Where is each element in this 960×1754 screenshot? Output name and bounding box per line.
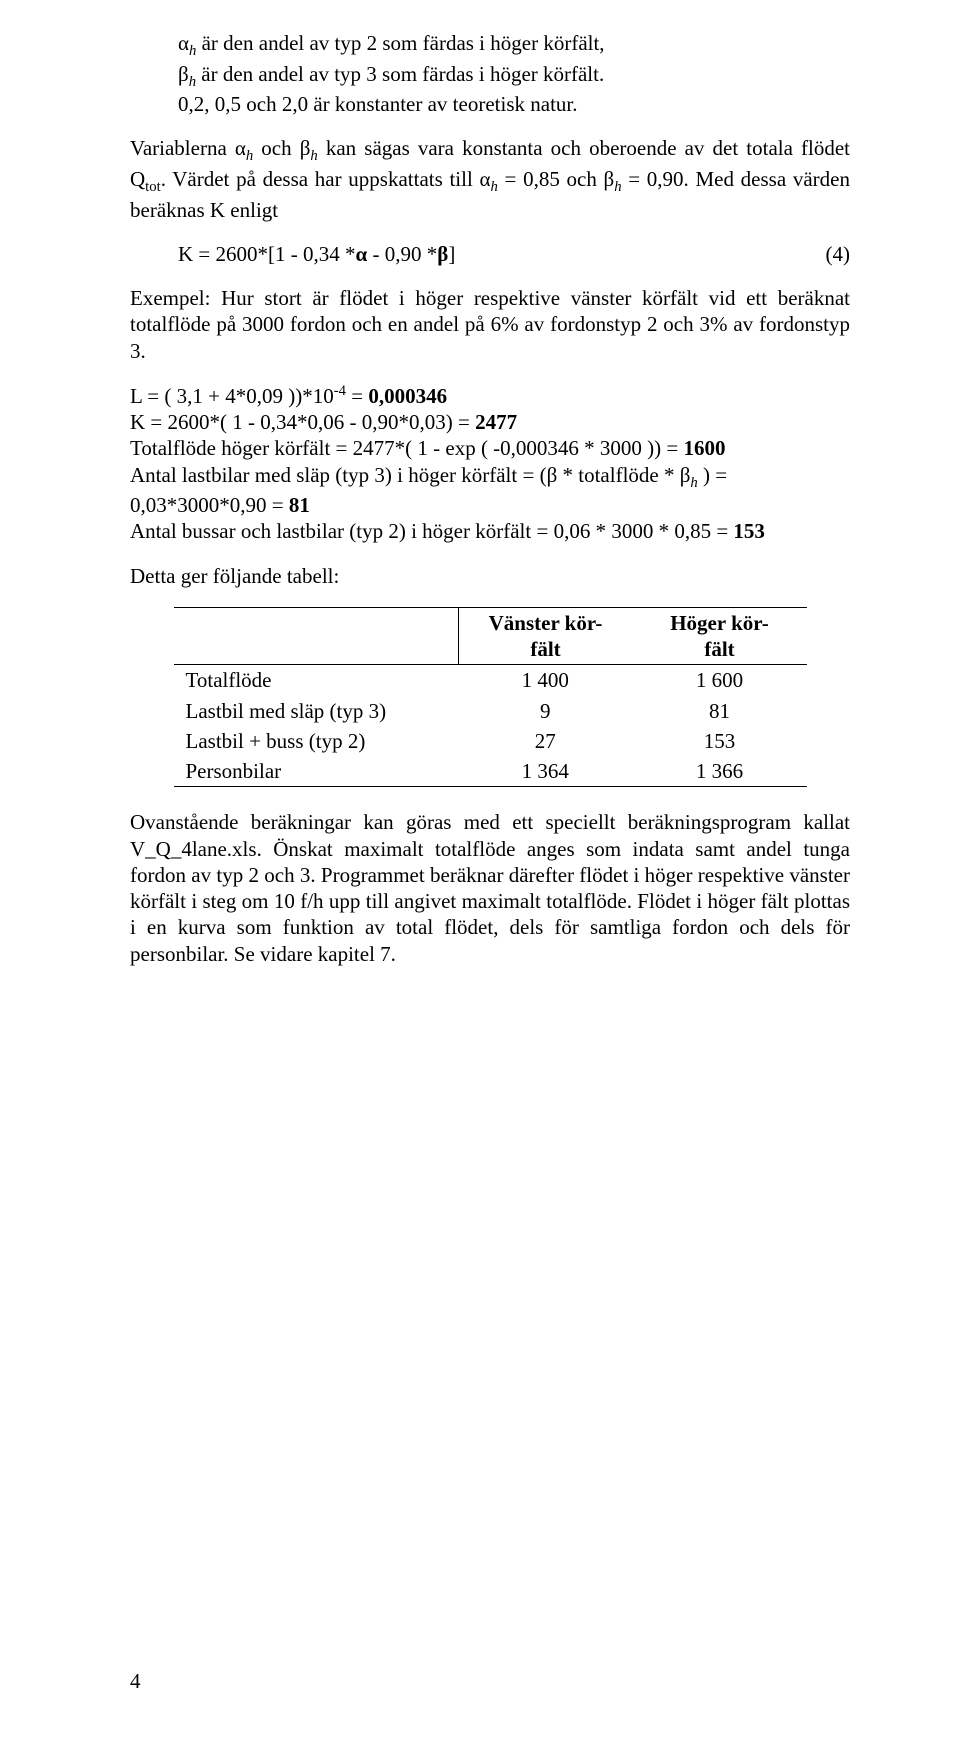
alpha-definition: αh är den andel av typ 2 som färdas i hö… (178, 30, 850, 61)
table-row: Lastbil med släp (typ 3) 9 81 (174, 696, 807, 726)
table-row: Lastbil + buss (typ 2) 27 153 (174, 726, 807, 756)
table-header-left-lane: Vänster kör-fält (458, 607, 633, 665)
row-label: Lastbil + buss (typ 2) (174, 726, 459, 756)
row-val-right: 1 366 (633, 756, 807, 787)
calculation-block: L = ( 3,1 + 4*0,09 ))*10-4 = 0,000346K =… (130, 382, 850, 545)
row-val-right: 153 (633, 726, 807, 756)
row-val-left: 9 (458, 696, 633, 726)
paragraph-example: Exempel: Hur stort är flödet i höger res… (130, 285, 850, 364)
paragraph-program: Ovanstående beräkningar kan göras med et… (130, 809, 850, 967)
row-val-left: 27 (458, 726, 633, 756)
beta-definition: βh är den andel av typ 3 som färdas i hö… (178, 61, 850, 92)
row-label: Totalflöde (174, 665, 459, 696)
constants-line: 0,2, 0,5 och 2,0 är konstanter av teoret… (178, 91, 850, 117)
document-page: αh är den andel av typ 2 som färdas i hö… (0, 0, 960, 1754)
table-header-right-lane: Höger kör-fält (633, 607, 807, 665)
formula-k-text: K = 2600*[1 - 0,34 *α - 0,90 *β] (178, 241, 455, 267)
row-label: Lastbil med släp (typ 3) (174, 696, 459, 726)
row-val-right: 1 600 (633, 665, 807, 696)
paragraph-variables: Variablerna αh och βh kan sägas vara kon… (130, 135, 850, 222)
formula-k-number: (4) (810, 241, 850, 267)
formula-k-row: K = 2600*[1 - 0,34 *α - 0,90 *β] (4) (178, 241, 850, 267)
results-table: Vänster kör-fält Höger kör-fält Totalflö… (174, 607, 807, 788)
table-row: Totalflöde 1 400 1 600 (174, 665, 807, 696)
table-row: Personbilar 1 364 1 366 (174, 756, 807, 787)
definitions-block: αh är den andel av typ 2 som färdas i hö… (178, 30, 850, 117)
table-header-row: Vänster kör-fält Höger kör-fält (174, 607, 807, 665)
row-val-left: 1 364 (458, 756, 633, 787)
table-header-empty (174, 607, 459, 665)
row-val-right: 81 (633, 696, 807, 726)
row-val-left: 1 400 (458, 665, 633, 696)
table-intro: Detta ger följande tabell: (130, 563, 850, 589)
page-number: 4 (130, 1668, 141, 1694)
row-label: Personbilar (174, 756, 459, 787)
